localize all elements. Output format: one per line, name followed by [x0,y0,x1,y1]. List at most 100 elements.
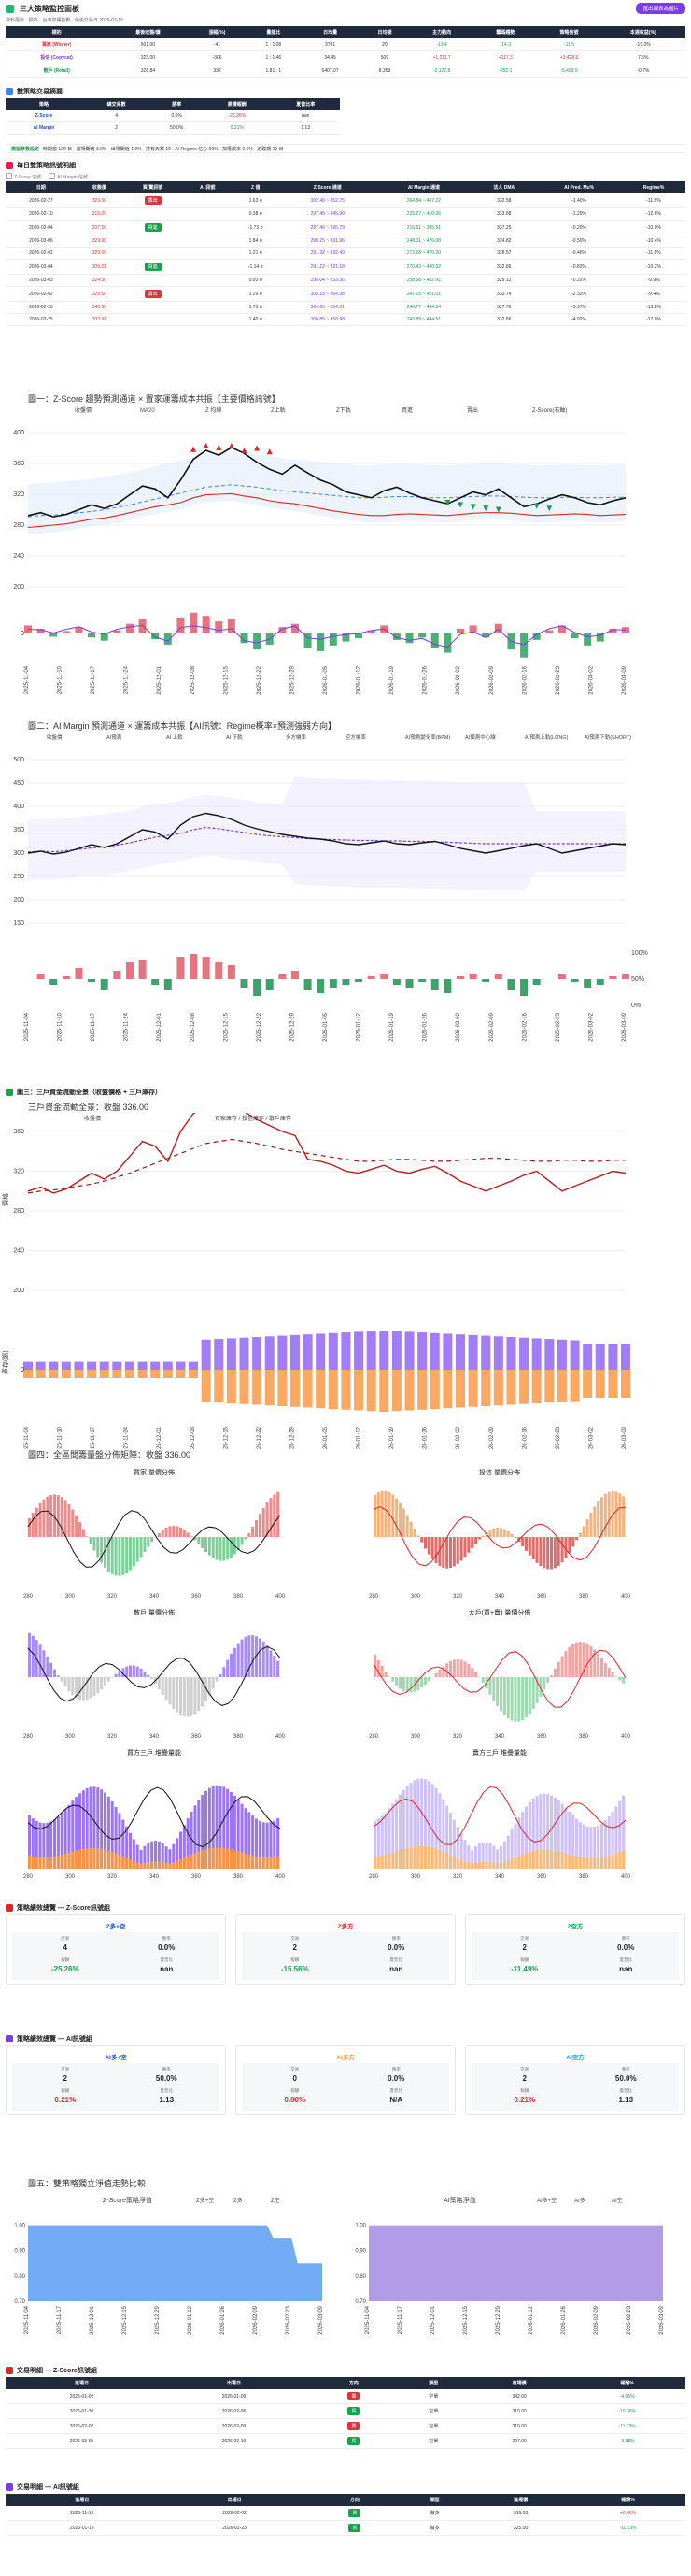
dist-bar [85,1536,89,1537]
table-row[interactable]: 2026-03-04 305.01 買進 -1.14 σ 291.22 ~ 321.18… [6,259,685,275]
table-row[interactable]: 2026-02-02 329.09 1.21 σ 291.32 ~ 332.49 272… [6,247,685,260]
dist-bar [157,1861,161,1869]
table-row[interactable]: 2025-11-19 2026-02-02 買 做多 316.00 +0.00% [6,2506,685,2521]
sell-marker [216,444,222,450]
dist-bar [135,1666,139,1677]
table-cell: 買 [309,2403,398,2419]
table-row[interactable]: 2026-02-02 329.50 賣出 1.29 σ 305.18 ~ 354.38 2… [6,286,685,302]
dist-bar [409,1847,413,1869]
col-header: 進場日 [6,2494,159,2506]
tick-label: Z-Score(右軸) [532,406,567,414]
dist-bar [535,1537,539,1563]
table-row[interactable]: 2026-02-27 329.00 賣出 1.63 σ 302.40 ~ 352.75 2… [6,193,685,208]
table-row[interactable]: 2026-02-28 345.50 1.73 σ 304.65 ~ 354.81 246… [6,301,685,314]
inventory-bar [430,1332,440,1370]
dist-bar [240,1852,244,1869]
table-row[interactable]: 2026-01-30 2026-02-06 買 空單 310.00 -10.36% [6,2403,685,2419]
table-row[interactable]: 2026-02-04 297.50 買進 -1.73 σ 287.46 ~ 326.79… [6,220,685,235]
table-cell: 305.18 ~ 354.38 [279,286,376,302]
dist-bar [240,1639,244,1677]
dist-bar [531,1851,535,1869]
dist-bar [85,1787,89,1869]
table-row[interactable]: 2026-03-06 329.90 1.84 σ 290.25 ~ 331.96 248… [6,235,685,248]
zscore-section-title: 策略績效總覽 — Z-Score訊號組 [17,1905,110,1912]
table-row[interactable]: 2026-01-13 2026-02-23 買 做多 325.00 -11.13% [6,2520,685,2536]
table-row[interactable]: AI Margin 2 50.0% 0.21% 1.13 [6,121,340,135]
dist-bar [452,1537,456,1567]
dist-bar [201,1795,204,1869]
regime-bar [62,976,70,979]
tick-label: 2025-12-15 [223,1426,229,1449]
osc-bar [62,631,70,633]
dist-bar [265,1857,269,1869]
osc-bar [290,623,299,633]
dist-bar [125,1826,129,1869]
dist-bar [564,1537,568,1558]
table-cell: -3.97% [536,301,623,314]
tick-label: 200 [13,1288,24,1294]
table-cell: 247.15 ~ 421.01 [375,286,472,302]
dist-bar [75,1677,78,1699]
inventory-bar [595,1370,605,1398]
dist-bar [182,1825,186,1869]
table-row[interactable]: 2025-01-02 2026-01-09 賣 空單 342.00 -4.96% [6,2389,685,2404]
dist-bar [78,1793,81,1869]
dist-bar [269,1857,273,1869]
chart1-svg[interactable]: 200 240 280 320 360 400 0 2025-11-04 2025-11-10 2… [0,405,691,722]
dist-bar [139,1863,143,1869]
table-row[interactable]: Z-Score 4 0.0% -25.26% nan [6,110,340,122]
chart5-svg[interactable]: Z-Score策略淨值 Z多+空 Z多 Z空1.000.900.800.702025-… [0,2189,691,2357]
dist-bar [585,1644,589,1677]
col-header: 法人 DMA [472,181,537,193]
tick-label: 買家 量價分佈 [134,1468,175,1476]
dist-bar [56,1815,60,1869]
dist-bar [42,1650,46,1677]
direction-badge: 賣 [347,2422,360,2430]
export-button[interactable]: 匯出報表為圖片 [636,3,685,14]
table-row[interactable]: 2026-02-10 315.09 0.38 σ 297.45 ~ 345.90 225… [6,207,685,221]
table-row[interactable]: 2026-03-06 2026-03-10 買 空單 297.00 -3.88% [6,2433,685,2449]
dist-bar [603,1820,607,1869]
dist-bar [269,1650,273,1677]
tick-label: 380 [579,1734,589,1740]
table-cell: 買進 [122,220,184,235]
tick-label: 2026-01-26 [423,665,429,694]
dist-bar [75,1850,78,1869]
table-cell [122,235,184,248]
table-row[interactable]: 2026-03-03 324.30 0.93 σ 295.04 ~ 333.36 258… [6,274,685,287]
table-row[interactable]: 2026-02-02 2026-02-09 賣 空單 310.00 -11.23% [6,2418,685,2434]
col-header: 進場日 [6,2377,158,2389]
dist-bar [525,1806,528,1869]
chart2-svg[interactable]: 150 200 250 300 350 400 450 500 100% 50% 0% 2025-11… [0,732,691,1054]
dist-bar [467,1537,471,1553]
regime-bar [430,979,439,990]
tick-label: 0.90 [355,2249,366,2255]
tick-label: 2026-01-19 [389,1426,395,1449]
dist-bar [168,1677,172,1705]
filter-ai-checkbox[interactable]: AI Margin 信號 [49,173,88,180]
series-line [27,624,627,648]
regime-bar [557,974,566,979]
table-cell: -10.2% [622,259,685,275]
table-row[interactable]: 2026-02-25 333.91 1.40 σ 300.85 ~ 358.98 243… [6,313,685,326]
tick-label: 340 [495,1594,505,1600]
inventory-bar [570,1340,580,1370]
inventory-bar [621,1344,630,1370]
table-row[interactable]: 買家 (Winner) 501.00 -41 1 : 1.08 3741 20 -13.4-… [6,38,685,51]
dist-bar [582,1857,585,1869]
table-row[interactable]: 散戶 (Retail) 328.84 332 1.81 : 1 6407.07 8,353… [6,64,685,78]
dist-bar [92,1537,96,1551]
tick-label: 收盤價 [75,406,92,414]
regime-bar [290,971,299,979]
dist-bar [67,1804,71,1869]
chart4-svg[interactable]: 買家 量價分佈 280 300 320 340 360 380 400 投信 量價分佈 280 30… [0,1460,691,1900]
dist-bar [374,1820,376,1869]
dist-bar [600,1857,603,1869]
tick-label: 320 [13,1169,24,1175]
dist-bar [190,1854,193,1869]
dist-bar [456,1537,459,1564]
table-row[interactable]: 投信 (Copycat) 323.00 -306 1 : 1.46 34.45 509 +1… [6,50,685,64]
dist-bar [236,1537,240,1551]
filter-zscore-checkbox[interactable]: Z-Score 信號 [6,173,41,180]
